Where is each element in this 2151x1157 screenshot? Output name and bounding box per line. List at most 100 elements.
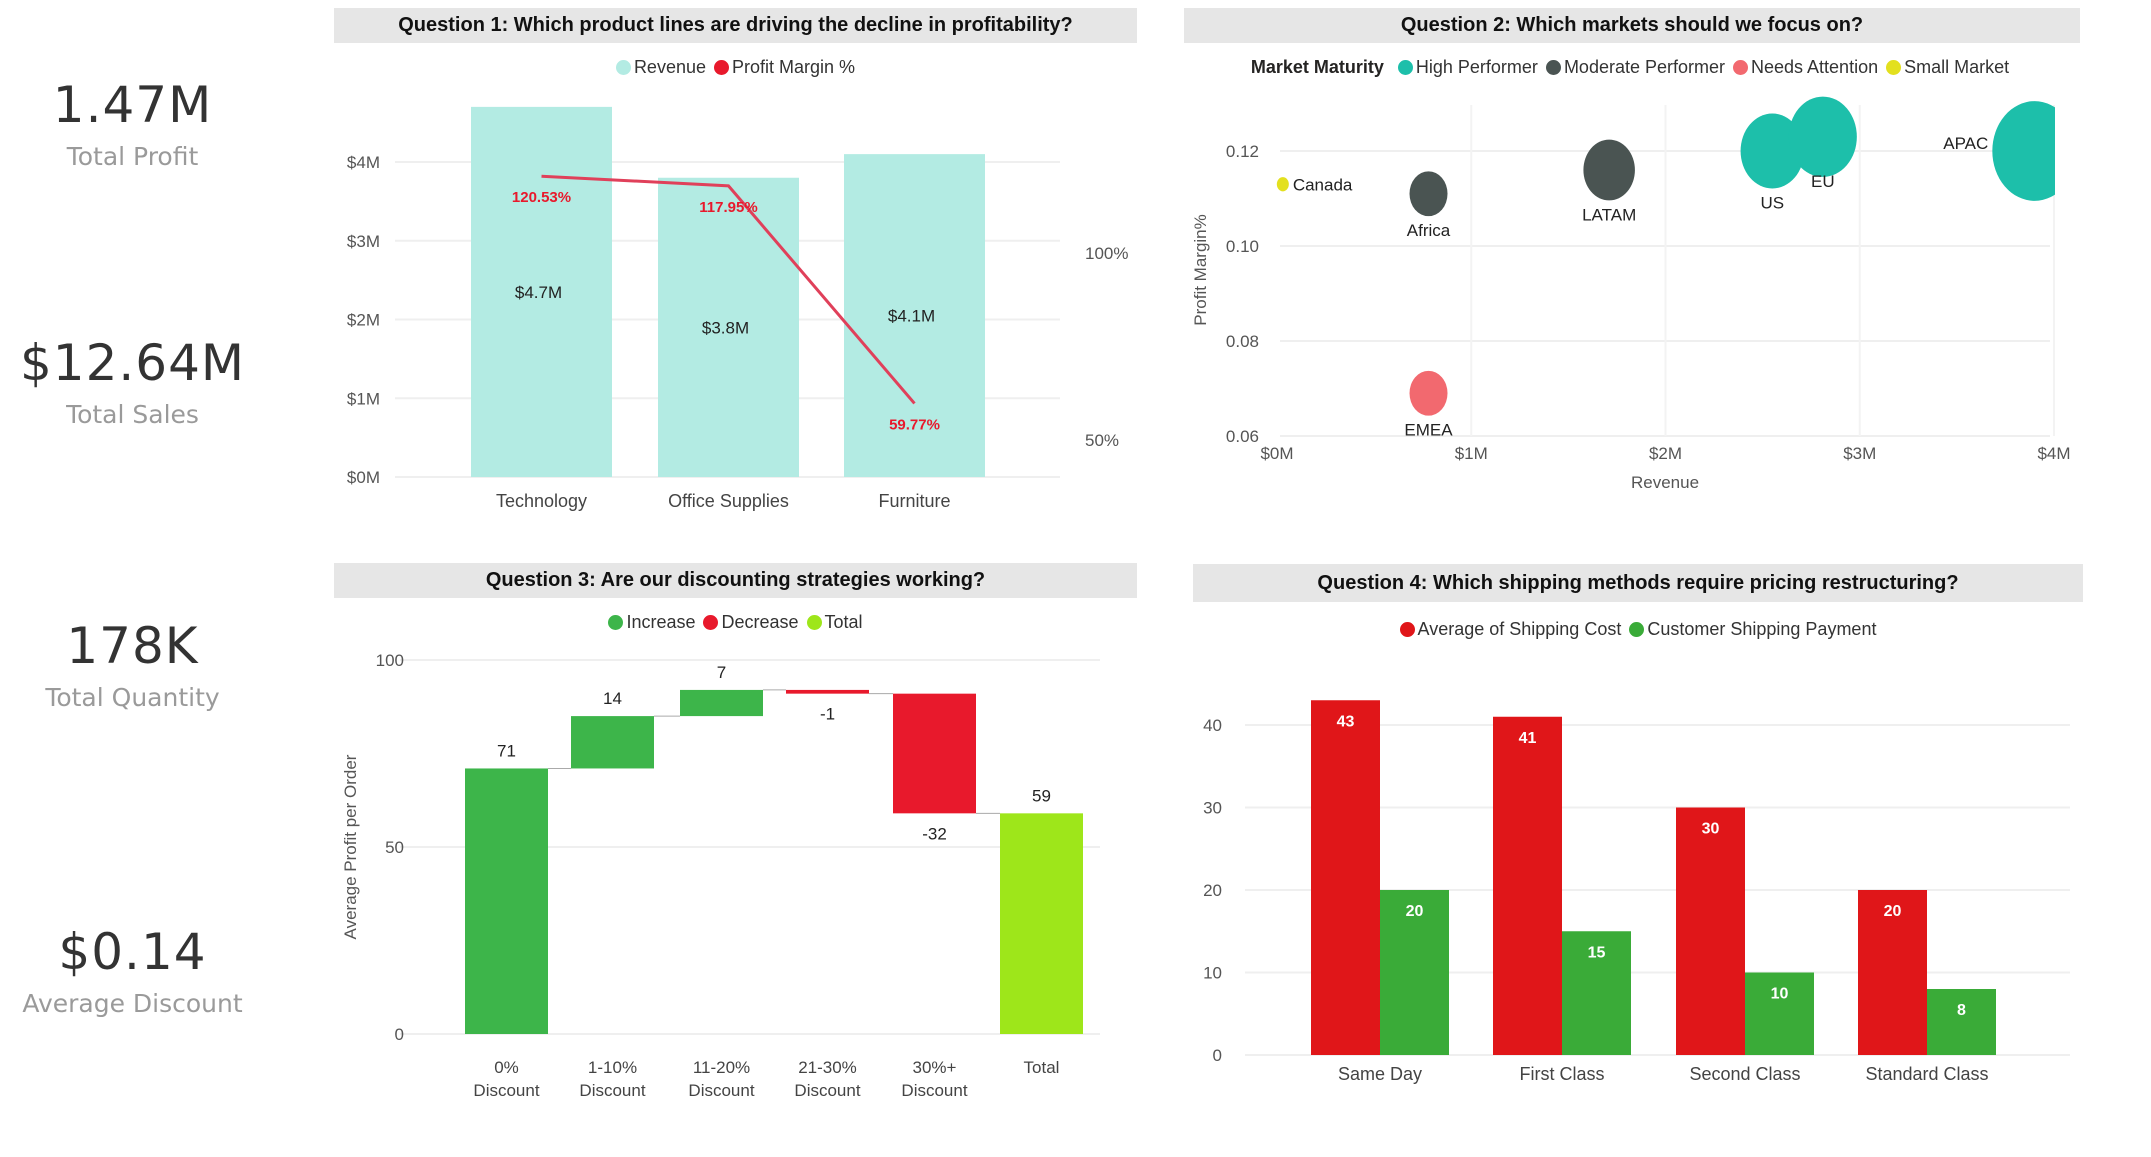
data-label: 30: [1702, 821, 1720, 838]
legend-item-total[interactable]: Total: [806, 611, 863, 633]
bubble-label: EMEA: [1404, 421, 1453, 440]
y-tick-label: 0.12: [1226, 142, 1259, 161]
kpi-label: Total Quantity: [45, 683, 220, 712]
legend-item-shipping-cost[interactable]: Average of Shipping Cost: [1399, 618, 1622, 640]
x-tick-label: 11-20%: [693, 1058, 750, 1077]
legend-dot-icon: [714, 59, 729, 75]
x-tick-label: Standard Class: [1865, 1064, 1988, 1084]
waterfall-bar: [571, 716, 654, 769]
bar-revenue: [471, 106, 612, 477]
x-tick-label: Technology: [496, 491, 587, 511]
waterfall-bar: [786, 689, 869, 694]
x-tick-label: Discount: [579, 1081, 645, 1100]
bar-shipping-payment: [1927, 989, 1996, 1055]
bubble-label: Canada: [1293, 175, 1353, 194]
x-tick-label: Same Day: [1338, 1064, 1422, 1084]
legend-dot-icon: [1629, 621, 1645, 637]
kpi-value: 1.47M: [52, 76, 213, 134]
legend-item-decrease[interactable]: Decrease: [703, 611, 799, 633]
q1-legend: Revenue Profit Margin %: [334, 56, 1137, 78]
y-tick-label: 10: [1203, 964, 1222, 983]
y-axis-title: Profit Margin%: [1191, 214, 1210, 325]
legend-item-moderate-performer[interactable]: Moderate Performer: [1545, 57, 1725, 78]
bar-shipping-payment: [1380, 890, 1449, 1055]
data-label: 41: [1519, 730, 1537, 747]
bar-shipping-payment: [1745, 972, 1814, 1055]
x-tick-label: Discount: [473, 1081, 539, 1100]
y-tick-label: $1M: [347, 389, 380, 408]
bubble-eu: [1788, 96, 1857, 177]
legend-label: Increase: [626, 611, 696, 632]
legend-dot-icon: [608, 614, 624, 630]
legend-label: High Performer: [1415, 56, 1538, 77]
x-tick-label: 30%+: [913, 1058, 957, 1077]
data-label: 10: [1771, 986, 1789, 1003]
legend-item-shipping-payment[interactable]: Customer Shipping Payment: [1629, 619, 1876, 640]
x-tick-label: $1M: [1455, 444, 1488, 463]
kpi-label: Total Profit: [66, 142, 199, 171]
q1-chart: $0M $1M $2M $3M $4M 50% 100% Technology $4.7M Off…: [347, 106, 1128, 511]
data-label: 14: [603, 689, 622, 708]
x-tick-label: Furniture: [878, 491, 950, 511]
q3-chart: 0 50 100 Average Profit per Order 71 0% Discou…: [341, 651, 1100, 1100]
y-tick-label: 0.08: [1226, 332, 1259, 351]
legend-label: Total: [824, 611, 863, 632]
legend-item-revenue[interactable]: Revenue: [615, 56, 706, 78]
legend-label: Customer Shipping Payment: [1647, 618, 1877, 639]
data-label: 20: [1406, 903, 1424, 920]
bubble-label: Africa: [1407, 221, 1451, 240]
x-tick-label: Office Supplies: [668, 491, 789, 511]
bar-revenue: [844, 154, 985, 477]
bar-shipping-cost: [1858, 890, 1927, 1055]
data-label-profit-margin: 120.53%: [512, 189, 571, 206]
y-tick-label: $2M: [347, 311, 380, 330]
bubbles-layer: [1276, 96, 2055, 416]
x-tick-label: 1-10%: [588, 1058, 637, 1077]
legend-label: Decrease: [721, 611, 799, 632]
y-tick-label: 0: [1213, 1046, 1222, 1065]
x-tick-label: $4M: [2037, 444, 2070, 463]
data-label-revenue: $4.1M: [888, 307, 935, 326]
data-label: 15: [1588, 944, 1606, 961]
data-label: -32: [922, 824, 947, 843]
legend-label: Revenue: [633, 56, 706, 77]
x-tick-label: First Class: [1520, 1064, 1605, 1084]
q3-legend: Increase Decrease Total: [334, 611, 1137, 633]
waterfall-bar: [1000, 813, 1083, 1034]
legend-label: Average of Shipping Cost: [1417, 618, 1622, 639]
kpi-value: 178K: [66, 617, 199, 675]
y-tick-label: $3M: [347, 232, 380, 251]
legend-label: Needs Attention: [1751, 56, 1879, 77]
data-label: 43: [1337, 713, 1355, 730]
legend-dot-icon: [703, 614, 719, 630]
x-tick-label: Discount: [901, 1081, 967, 1100]
y-tick-label: 50: [385, 838, 404, 857]
y-tick-label: 100: [376, 651, 404, 670]
x-tick-label: 0%: [494, 1058, 519, 1077]
x-axis-title: Revenue: [1631, 473, 1699, 492]
legend-item-profit-margin[interactable]: Profit Margin %: [714, 57, 855, 78]
kpi-total-profit: 1.47M Total Profit: [0, 80, 265, 169]
legend-item-increase[interactable]: Increase: [608, 612, 695, 633]
y2-tick-label: 100%: [1085, 244, 1128, 263]
kpi-total-sales: $12.64M Total Sales: [0, 338, 265, 427]
bubble-latam: [1583, 139, 1635, 201]
y-tick-label: $4M: [347, 153, 380, 172]
legend-item-small-market[interactable]: Small Market: [1886, 57, 2009, 78]
waterfall-bar: [893, 693, 976, 814]
bar-shipping-cost: [1493, 716, 1562, 1055]
kpi-label: Average Discount: [22, 989, 243, 1018]
legend-item-needs-attention[interactable]: Needs Attention: [1733, 57, 1878, 78]
y-tick-label: 40: [1203, 716, 1222, 735]
legend-dot-icon: [615, 59, 631, 75]
x-tick-label: Discount: [688, 1081, 754, 1100]
legend-dot-icon: [1399, 621, 1415, 637]
bar-shipping-cost: [1676, 807, 1745, 1055]
legend-dot-icon: [1733, 59, 1748, 75]
legend-item-high-performer[interactable]: High Performer: [1397, 56, 1538, 78]
q3-title: Question 3: Are our discounting strategi…: [334, 563, 1137, 598]
legend-dot-icon: [1397, 59, 1413, 75]
y-tick-label: $0M: [347, 468, 380, 487]
q2-title: Question 2: Which markets should we focu…: [1184, 8, 2080, 43]
legend-label: Small Market: [1904, 56, 2010, 77]
